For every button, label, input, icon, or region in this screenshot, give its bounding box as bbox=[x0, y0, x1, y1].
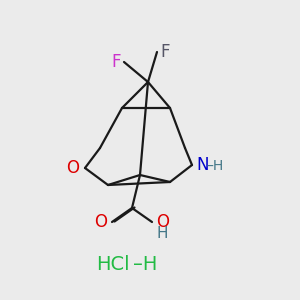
Text: H: H bbox=[156, 226, 167, 242]
Text: –H: –H bbox=[206, 159, 223, 173]
Text: O: O bbox=[94, 213, 107, 231]
Text: N: N bbox=[196, 156, 208, 174]
Text: O: O bbox=[156, 213, 169, 231]
Text: F: F bbox=[112, 53, 121, 71]
Text: –H: –H bbox=[133, 256, 158, 274]
Text: F: F bbox=[160, 43, 169, 61]
Text: HCl: HCl bbox=[96, 256, 130, 274]
Text: O: O bbox=[66, 159, 79, 177]
